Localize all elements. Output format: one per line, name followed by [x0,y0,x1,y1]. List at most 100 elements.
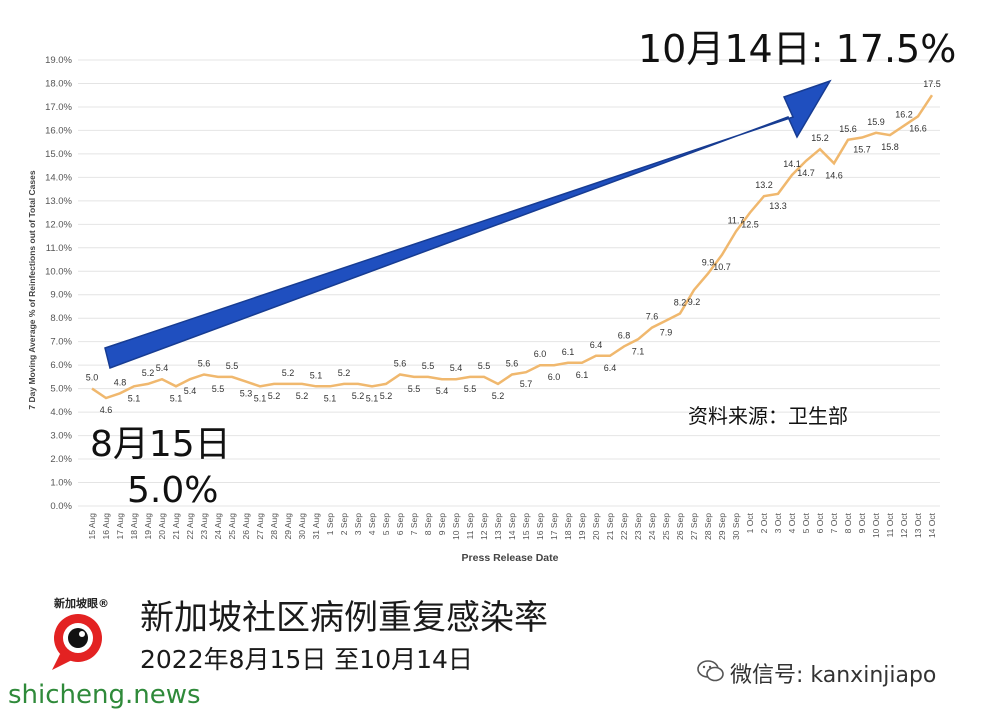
data-label: 5.5 [408,384,421,394]
data-label: 5.1 [170,393,183,403]
x-tick-label: 21 Sep [605,513,615,540]
data-label: 6.1 [576,370,589,380]
y-tick-label: 1.0% [50,478,72,489]
data-label: 15.6 [839,124,857,134]
x-tick-label: 22 Aug [185,513,195,540]
data-label: 5.6 [506,359,519,369]
x-tick-label: 20 Sep [591,513,601,540]
data-label: 5.5 [464,384,477,394]
data-label: 15.7 [853,144,871,154]
x-tick-label: 5 Oct [801,512,811,533]
data-label: 5.1 [310,370,323,380]
y-tick-label: 19.0% [45,55,72,66]
data-label: 5.2 [296,391,309,401]
x-tick-label: 18 Sep [563,513,573,540]
y-tick-label: 0.0% [50,501,72,512]
data-label: 16.6 [909,123,927,133]
data-label: 6.0 [548,372,561,382]
x-tick-label: 30 Sep [731,513,741,540]
data-label: 5.4 [156,363,169,373]
data-label: 15.9 [867,117,885,127]
x-tick-label: 21 Aug [171,513,181,540]
data-label: 4.8 [114,377,127,387]
x-tick-label: 16 Aug [101,513,111,540]
data-label: 14.7 [797,168,815,178]
data-label: 5.5 [422,361,435,371]
logo-text: 新加坡眼® [54,597,109,610]
data-label: 5.1 [324,393,337,403]
x-tick-label: 29 Aug [283,513,293,540]
data-label: 6.4 [590,340,603,350]
grid-lines [78,59,940,507]
x-tick-label: 3 Sep [353,513,363,535]
x-tick-label: 14 Oct [927,512,937,538]
x-tick-label: 2 Oct [759,512,769,533]
footer-title: 新加坡社区病例重复感染率 [140,598,548,638]
data-label: 5.4 [436,386,449,396]
y-tick-label: 7.0% [50,337,72,348]
data-label: 5.2 [380,391,393,401]
x-tick-label: 7 Sep [409,513,419,535]
x-tick-label: 4 Oct [787,512,797,533]
y-tick-label: 5.0% [50,384,72,395]
data-label: 6.8 [618,330,631,340]
data-label: 5.2 [282,368,295,378]
data-label: 10.7 [713,262,731,272]
trend-arrow [104,79,832,369]
x-tick-label: 12 Sep [479,513,489,540]
logo-icon [52,614,102,670]
series-line [91,94,934,400]
x-tick-label: 2 Sep [339,513,349,535]
data-label: 5.2 [492,391,505,401]
data-label: 6.1 [562,347,575,357]
y-tick-label: 14.0% [45,172,72,183]
x-tick-label: 22 Sep [619,513,629,540]
data-label: 9.2 [688,297,701,307]
data-label: 5.4 [450,363,463,373]
data-label: 16.2 [895,110,913,120]
x-tick-label: 23 Sep [633,513,643,540]
data-label: 6.4 [604,363,617,373]
wechat-id: 微信号: kanxinjiapo [730,663,937,688]
x-tick-label: 24 Sep [647,513,657,540]
x-tick-label: 13 Oct [913,512,923,538]
start-date-annotation: 8月15日 [90,424,231,465]
x-tick-label: 24 Aug [213,513,223,540]
x-tick-label: 17 Aug [115,513,125,540]
x-tick-label: 25 Aug [227,513,237,540]
data-label: 5.5 [478,361,491,371]
x-tick-label: 26 Aug [241,513,251,540]
data-label: 4.6 [100,405,113,415]
data-label: 8.2 [674,298,687,308]
x-tick-label: 8 Sep [423,513,433,535]
x-tick-label: 28 Sep [703,513,713,540]
footer-subtitle: 2022年8月15日 至10月14日 [140,645,473,674]
data-labels: 5.04.64.85.15.2 5.45.15.45.65.55.55.3 5.1 5… [86,79,941,415]
y-tick-label: 15.0% [45,149,72,160]
y-tick-label: 17.0% [45,102,72,113]
x-tick-label: 4 Sep [367,513,377,535]
data-label: 5.1 [366,393,379,403]
y-tick-label: 12.0% [45,219,72,230]
x-tick-label: 7 Oct [829,512,839,533]
x-tick-label: 19 Aug [143,513,153,540]
x-tick-label: 1 Oct [745,512,755,533]
data-label: 5.5 [226,361,239,371]
x-axis-label: Press Release Date [462,552,559,564]
data-label: 5.0 [86,373,99,383]
data-label: 5.2 [142,368,155,378]
data-label: 5.5 [212,384,225,394]
x-tick-label: 20 Aug [157,513,167,540]
start-value-annotation: 5.0% [127,470,219,511]
x-tick-label: 11 Oct [885,512,895,537]
x-tick-label: 13 Sep [493,513,503,540]
x-tick-label: 14 Sep [507,513,517,540]
x-tick-label: 27 Sep [689,513,699,540]
x-tick-label: 10 Sep [451,513,461,540]
y-tick-label: 2.0% [50,454,72,465]
data-label: 13.3 [769,201,787,211]
data-label: 7.6 [646,312,659,322]
x-tick-label: 12 Oct [899,512,909,538]
x-tick-label: 18 Aug [129,513,139,540]
